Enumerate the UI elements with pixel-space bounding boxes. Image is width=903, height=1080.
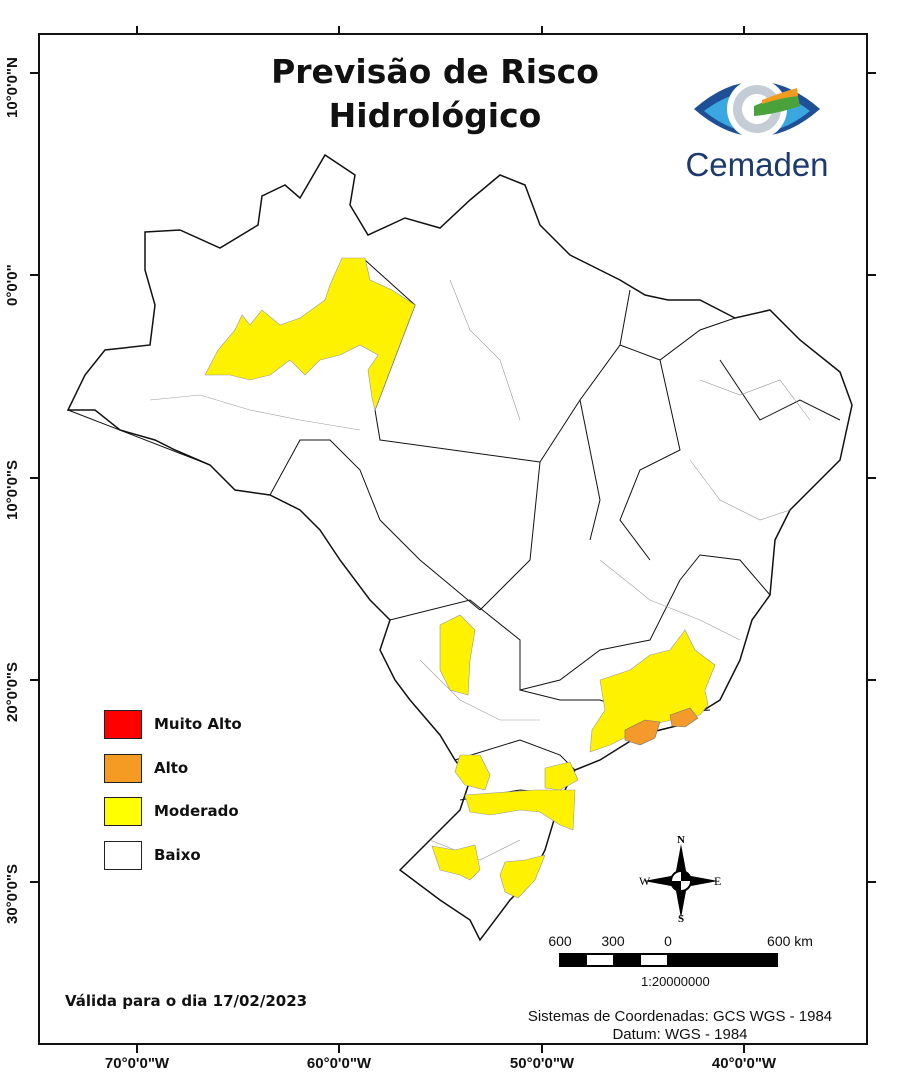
title-line-2: Hidrológico — [328, 96, 542, 135]
legend-swatch — [104, 710, 142, 739]
scale-bar — [559, 953, 778, 967]
tick — [541, 1045, 543, 1053]
compass-e: E — [714, 874, 722, 888]
moderate-area-rs-west — [431, 844, 481, 881]
tick — [743, 26, 745, 34]
tick — [30, 477, 38, 479]
tick — [868, 274, 876, 276]
scale-label: 0 — [664, 933, 672, 949]
moderate-area-amazonas — [204, 257, 416, 411]
cemaden-logo: Cemaden — [672, 66, 842, 186]
map-frame — [38, 33, 868, 1045]
tick — [868, 881, 876, 883]
tick — [136, 1045, 138, 1053]
coordinate-system-text: Sistemas de Coordenadas: GCS WGS - 1984 — [527, 1008, 833, 1025]
tick — [338, 1045, 340, 1053]
scale-label: 600 km — [767, 933, 813, 949]
legend-swatch — [104, 841, 142, 870]
high-area-sp-coast — [624, 719, 661, 746]
tick — [30, 274, 38, 276]
moderate-area-mato-grosso — [439, 614, 476, 696]
tick — [868, 679, 876, 681]
legend-swatch — [104, 754, 142, 783]
legend-label: Moderado — [154, 802, 239, 820]
longitude-label: 70°0'0"W — [104, 1055, 170, 1072]
latitude-label: 30°0'0"S — [4, 863, 21, 924]
scale-label: 300 — [601, 933, 625, 949]
tick — [30, 679, 38, 681]
map-title: Previsão de Risco Hidrológico — [220, 50, 650, 138]
latitude-label: 10°0'0"N — [4, 57, 21, 118]
title-line-1: Previsão de Risco — [271, 52, 599, 91]
longitude-label: 60°0'0"W — [306, 1055, 372, 1072]
datum-text: Datum: WGS - 1984 — [612, 1026, 748, 1043]
longitude-label: 40°0'0"W — [711, 1055, 777, 1072]
compass-w: W — [639, 874, 651, 888]
compass-s: S — [678, 913, 685, 925]
legend-swatch — [104, 797, 142, 826]
compass-n: N — [677, 834, 685, 846]
tick — [868, 477, 876, 479]
tick — [136, 26, 138, 34]
logo-text: Cemaden — [685, 146, 829, 183]
moderate-area-parana — [454, 754, 491, 791]
tick — [541, 26, 543, 34]
tick — [30, 72, 38, 74]
eye-logo-icon — [694, 79, 820, 139]
longitude-label: 50°0'0"W — [509, 1055, 575, 1072]
brazil-risk-map — [66, 153, 853, 942]
moderate-area-sudeste — [589, 629, 716, 753]
legend-label: Alto — [154, 759, 189, 777]
legend-label: Baixo — [154, 846, 201, 864]
validity-date: 17/02/2023 — [212, 992, 308, 1010]
latitude-label: 20°0'0"S — [4, 661, 21, 722]
scale-ratio: 1:20000000 — [641, 974, 710, 989]
north-arrow-icon — [644, 844, 718, 918]
validity-text: Válida para o dia 17/02/2023 — [65, 992, 307, 1010]
latitude-label: 10°0'0"S — [4, 459, 21, 520]
legend-label: Muito Alto — [154, 715, 242, 733]
high-area-rio — [669, 707, 699, 728]
latitude-label: 0°0'0" — [4, 264, 21, 306]
tick — [30, 881, 38, 883]
brazil-outline — [66, 153, 853, 942]
tick — [868, 72, 876, 74]
moderate-area-sc-east — [544, 761, 579, 791]
coordinate-system: Sistemas de Coordenadas: GCS WGS - 1984 … — [495, 1008, 865, 1044]
moderate-area-rs-east — [499, 854, 546, 899]
tick — [338, 26, 340, 34]
validity-label: Válida para o dia — [65, 992, 208, 1010]
scale-label: 600 — [548, 933, 572, 949]
moderate-area-sc — [464, 789, 576, 831]
tick — [743, 1045, 745, 1053]
